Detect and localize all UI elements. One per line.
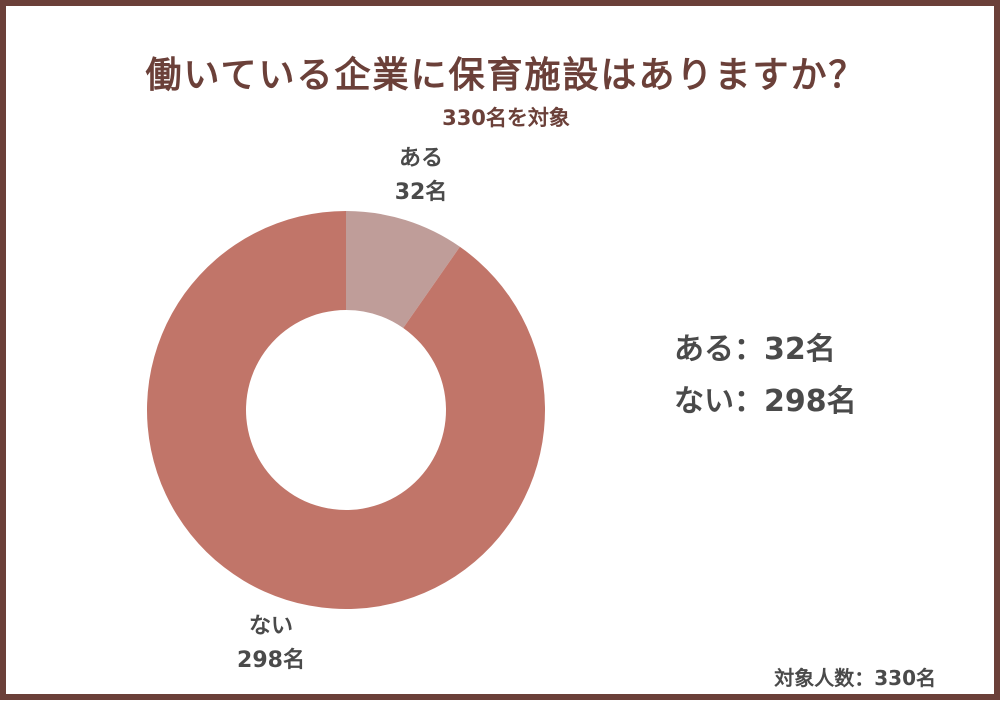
chart-subtitle: 330名を対象 bbox=[442, 106, 570, 130]
slice-label-nai-name: ない bbox=[248, 614, 293, 639]
chart-title: 働いている企業に保育施設はありますか？ bbox=[145, 55, 867, 96]
legend-separator: ： bbox=[734, 384, 764, 419]
legend-separator: ： bbox=[734, 332, 764, 367]
slice-label-nai: ない 298名 bbox=[221, 610, 321, 678]
slice-label-nai-value: 298名 bbox=[237, 648, 305, 673]
legend-label: ある bbox=[674, 332, 734, 367]
legend-value: 32名 bbox=[764, 332, 836, 367]
slice-label-aru: ある 32名 bbox=[376, 142, 466, 210]
legend: ある ： 32名 ない ： 298名 bbox=[674, 324, 857, 428]
legend-item-aru: ある ： 32名 bbox=[674, 324, 857, 376]
donut-slice-nai bbox=[146, 211, 545, 610]
slice-label-aru-name: ある bbox=[398, 146, 443, 171]
slice-label-aru-value: 32名 bbox=[394, 180, 448, 205]
legend-item-nai: ない ： 298名 bbox=[674, 376, 857, 428]
donut-chart bbox=[146, 211, 545, 610]
sample-size-note: 対象人数：330名 bbox=[774, 666, 936, 690]
legend-value: 298名 bbox=[764, 384, 857, 419]
legend-label: ない bbox=[674, 384, 734, 419]
donut-slice-aru bbox=[346, 211, 460, 328]
